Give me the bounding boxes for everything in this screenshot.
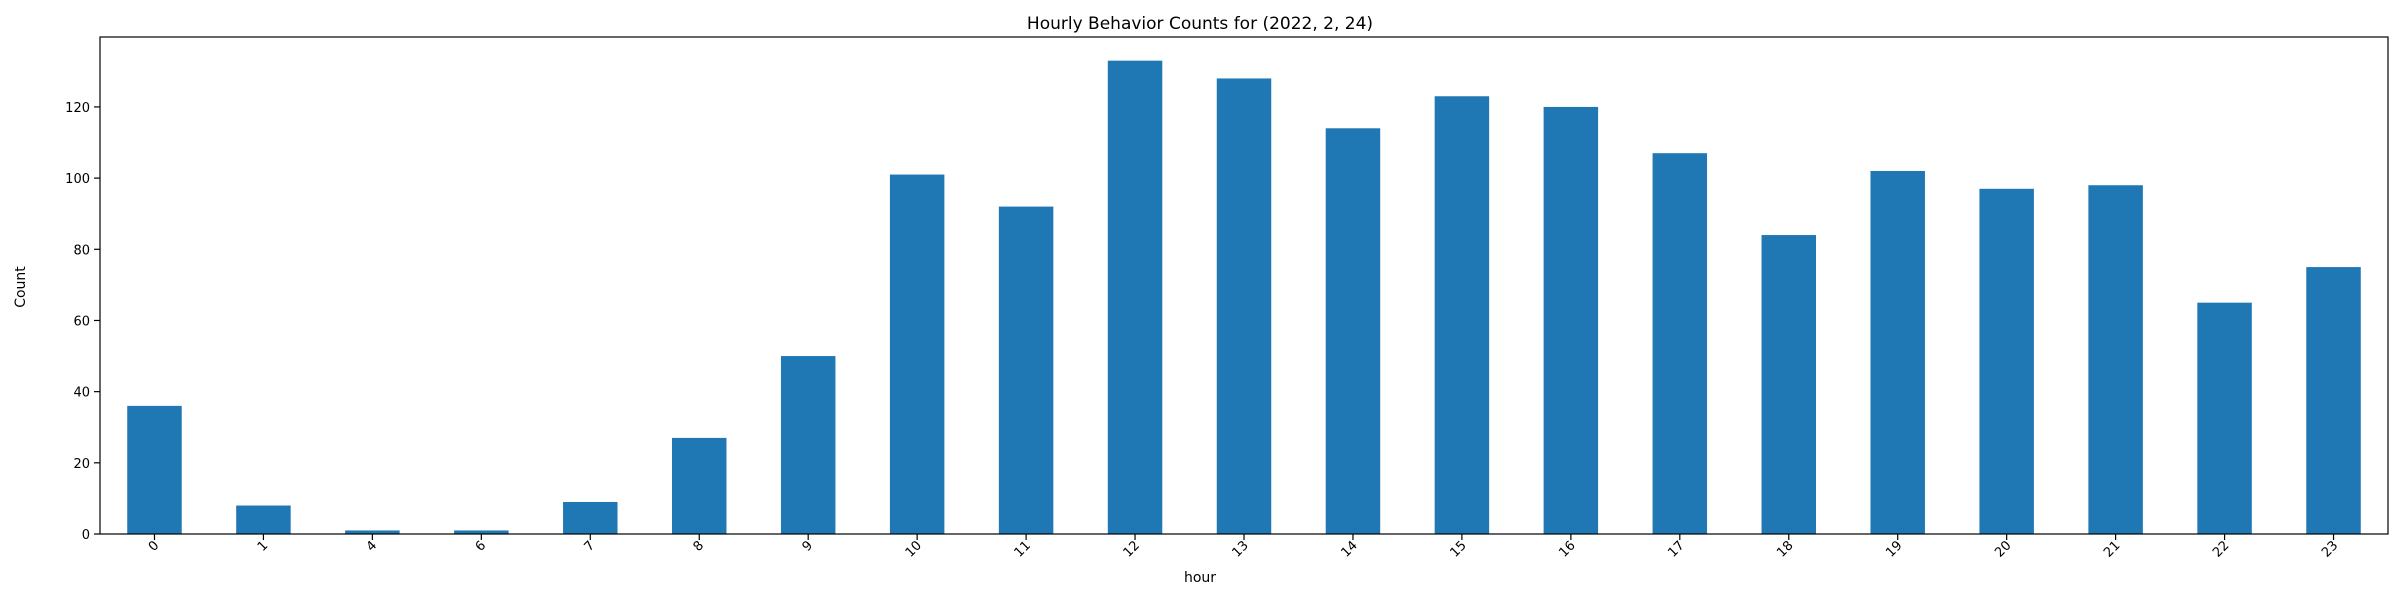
bar-14 (1325, 128, 1381, 535)
bar-19 (1870, 170, 1925, 534)
bar-7 (563, 501, 618, 534)
bar-21 (2088, 185, 2143, 534)
bar-23 (2306, 267, 2361, 534)
bar-6 (454, 530, 509, 534)
bar-1 (236, 505, 291, 534)
y-tick-label: 60 (73, 314, 90, 329)
y-tick-label: 120 (65, 101, 90, 116)
y-tick-label: 80 (73, 243, 90, 258)
x-axis-label: hour (1184, 570, 1216, 586)
bar-13 (1216, 78, 1272, 534)
bar-17 (1652, 153, 1708, 534)
y-axis-label: Count (13, 266, 29, 308)
bar-9 (780, 356, 836, 534)
bar-16 (1543, 106, 1599, 535)
bar-12 (1107, 60, 1163, 535)
bar-18 (1761, 235, 1816, 535)
y-tick-label: 40 (73, 386, 90, 401)
bar-11 (998, 206, 1054, 534)
y-tick-label: 0 (82, 528, 90, 543)
bar-20 (1979, 188, 2034, 534)
y-tick-label: 20 (73, 457, 90, 472)
chart-title: Hourly Behavior Counts for (2022, 2, 24) (1027, 14, 1373, 34)
bar-0 (127, 405, 182, 534)
bar-22 (2197, 302, 2252, 534)
bar-4 (345, 530, 400, 534)
bar-15 (1434, 96, 1490, 534)
y-tick-label: 100 (65, 172, 90, 187)
bar-10 (889, 174, 945, 534)
plot-frame (99, 36, 2389, 535)
bar-8 (672, 437, 727, 534)
